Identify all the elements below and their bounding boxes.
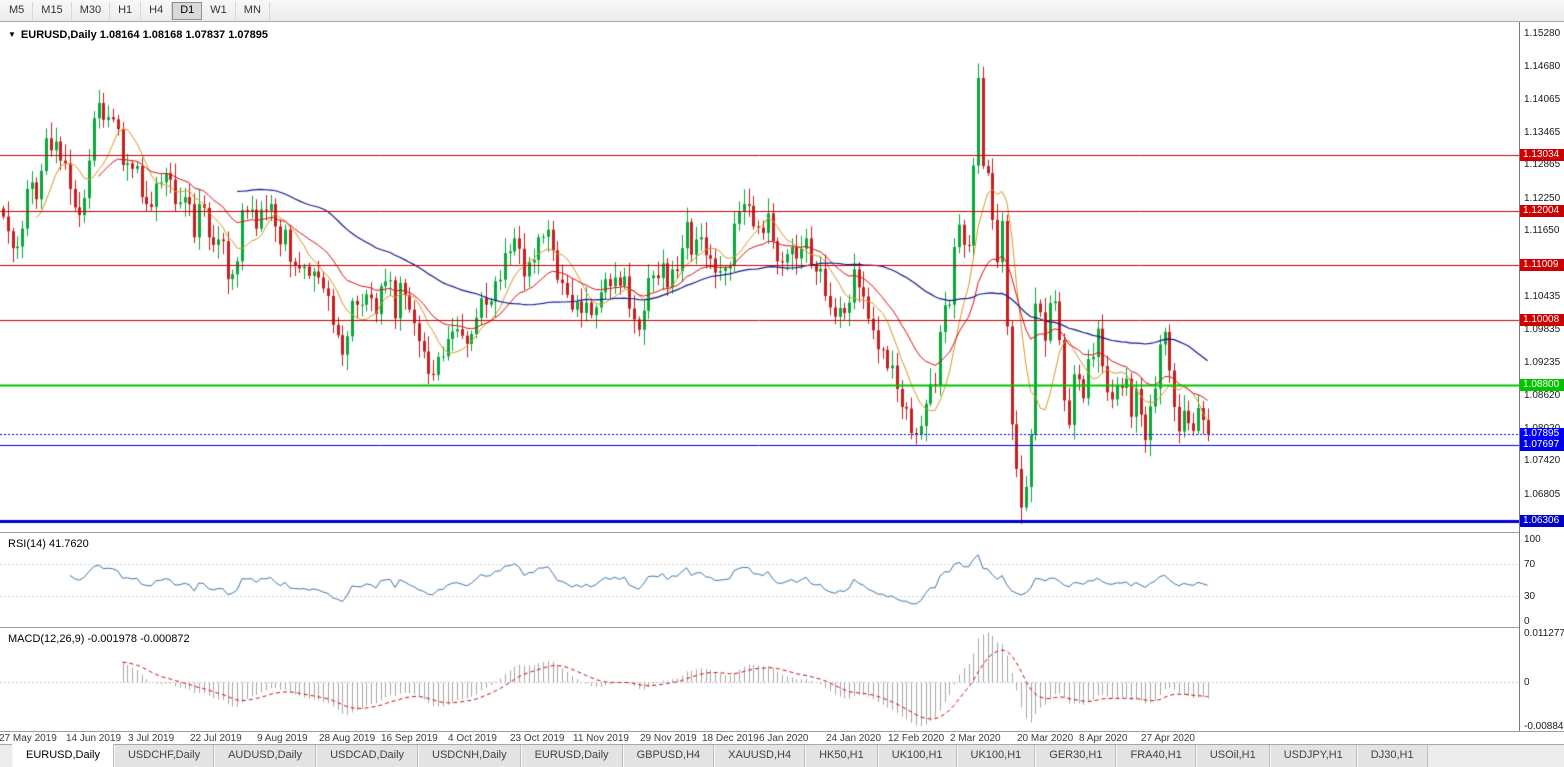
chart-tab[interactable]: USDCAD,Daily [316, 745, 419, 767]
rsi-tick: 0 [1524, 616, 1530, 627]
timeframe-button-w1[interactable]: W1 [202, 1, 236, 20]
chart-tab[interactable]: USDCNH,Daily [418, 745, 521, 767]
macd-tick: 0.011277 [1524, 628, 1564, 639]
date-label: 29 Nov 2019 [640, 733, 697, 744]
timeframe-button-mn[interactable]: MN [236, 1, 270, 20]
price-line-label: 1.12004 [1520, 205, 1564, 217]
collapse-chart-icon[interactable]: ▼ [8, 30, 16, 39]
timeframe-toolbar: M5 M15 M30 H1 H4 D1 W1 MN [0, 0, 1564, 22]
date-label: 22 Jul 2019 [190, 733, 242, 744]
chart-tab[interactable]: USOil,H1 [1195, 745, 1270, 767]
timeframe-button-m15[interactable]: M15 [33, 1, 72, 20]
rsi-panel-canvas[interactable] [0, 533, 1519, 627]
macd-tick: 0 [1524, 677, 1530, 689]
price-tick: 1.12865 [1524, 159, 1561, 171]
price-tick: 1.14680 [1524, 60, 1561, 72]
price-tick: 1.07420 [1524, 455, 1561, 467]
price-line-label: 1.08800 [1520, 379, 1564, 392]
price-line-label: 1.11009 [1520, 259, 1564, 272]
chart-tab[interactable]: EURUSD,Daily [520, 745, 623, 767]
date-label: 4 Oct 2019 [448, 733, 497, 744]
rsi-tick: 100 [1524, 534, 1541, 545]
date-label: 28 Aug 2019 [319, 733, 376, 744]
price-tick: 1.09235 [1524, 356, 1561, 368]
chart-tab-bar: EURUSD,Daily USDCHF,Daily AUDUSD,Daily USDC… [0, 744, 1564, 767]
chart-ohlc-text: EURUSD,Daily 1.08164 1.08168 1.07837 1.0… [20, 29, 268, 41]
date-label: 20 Mar 2020 [1017, 733, 1074, 744]
panel-separator [0, 731, 1564, 732]
date-label: 3 Jul 2019 [128, 733, 175, 744]
price-tick: 1.08620 [1524, 390, 1561, 401]
date-label: 27 Apr 2020 [1141, 733, 1195, 744]
chart-tab[interactable]: UK100,H1 [877, 745, 957, 767]
price-tick: 1.08020 [1524, 423, 1560, 434]
price-tick: 1.14065 [1524, 93, 1561, 105]
date-label: 14 Jun 2019 [66, 733, 122, 744]
price-tick: 1.09835 [1524, 323, 1561, 335]
price-tick: 1.12250 [1524, 192, 1561, 204]
macd-panel-canvas[interactable] [0, 628, 1519, 731]
chart-tab[interactable]: GER30,H1 [1035, 745, 1117, 767]
chart-tab[interactable]: DJ30,H1 [1356, 745, 1428, 767]
chart-window: ▼ EURUSD,Daily 1.08164 1.08168 1.07837 1.… [0, 22, 1564, 744]
chart-tab[interactable]: XAUUSD,H4 [714, 745, 806, 767]
price-tick: 1.06805 [1524, 488, 1561, 500]
date-label: 6 Jan 2020 [759, 733, 809, 744]
rsi-tick: 70 [1524, 558, 1536, 570]
panel-separator[interactable] [0, 627, 1564, 628]
price-line-label: 1.07697 [1520, 439, 1564, 452]
date-label: 18 Dec 2019 [702, 733, 759, 744]
chart-tab[interactable]: HK50,H1 [805, 745, 878, 767]
rsi-tick: 30 [1524, 591, 1536, 603]
date-label: 8 Apr 2020 [1079, 733, 1128, 744]
chart-title: ▼ EURUSD,Daily 1.08164 1.08168 1.07837 1.… [8, 29, 268, 41]
price-line-label: 1.07895 [1520, 428, 1564, 441]
date-label: 9 Aug 2019 [257, 733, 308, 744]
chart-tab[interactable]: UK100,H1 [956, 745, 1036, 767]
price-tick: 1.11650 [1524, 225, 1560, 237]
timeframe-button-m30[interactable]: M30 [72, 1, 111, 20]
chart-tab[interactable]: FRA40,H1 [1116, 745, 1196, 767]
macd-tick: -0.008845 [1524, 721, 1564, 732]
panel-separator[interactable] [0, 532, 1564, 533]
price-axis[interactable]: 1.15280 1.14680 1.14065 1.13465 1.12865 1.122… [1519, 22, 1564, 732]
date-label: 23 Oct 2019 [510, 733, 565, 744]
main-chart-canvas[interactable] [0, 22, 1519, 532]
date-label: 12 Feb 2020 [888, 733, 945, 744]
price-line-label: 1.06306 [1520, 514, 1564, 527]
timeframe-button-d1[interactable]: D1 [172, 1, 203, 20]
timeframe-button-m5[interactable]: M5 [1, 1, 34, 20]
price-tick: 1.15280 [1524, 27, 1561, 39]
price-tick: 1.10435 [1524, 291, 1561, 303]
price-line-label: 1.13034 [1520, 149, 1564, 161]
timeframe-button-h4[interactable]: H4 [141, 1, 173, 20]
timeframe-button-h1[interactable]: H1 [110, 1, 142, 20]
chart-tab[interactable]: GBPUSD,H4 [622, 745, 715, 767]
price-line-label: 1.10008 [1520, 313, 1564, 326]
date-label: 16 Sep 2019 [381, 733, 438, 744]
chart-tab[interactable]: EURUSD,Daily [12, 744, 114, 767]
price-tick: 1.13465 [1524, 126, 1561, 138]
date-label: 11 Nov 2019 [573, 733, 629, 744]
date-label: 2 Mar 2020 [950, 733, 1001, 744]
date-label: 24 Jan 2020 [826, 733, 882, 744]
chart-tab[interactable]: USDCHF,Daily [113, 745, 215, 767]
chart-tab[interactable]: AUDUSD,Daily [214, 745, 317, 767]
time-axis[interactable]: 27 May 2019 14 Jun 2019 3 Jul 2019 22 Jul 2… [0, 733, 1564, 745]
chart-tab[interactable]: USDJPY,H1 [1269, 745, 1357, 767]
rsi-indicator-label: RSI(14) 41.7620 [8, 538, 89, 550]
date-label: 27 May 2019 [0, 733, 57, 744]
macd-indicator-label: MACD(12,26,9) -0.001978 -0.000872 [8, 633, 190, 645]
